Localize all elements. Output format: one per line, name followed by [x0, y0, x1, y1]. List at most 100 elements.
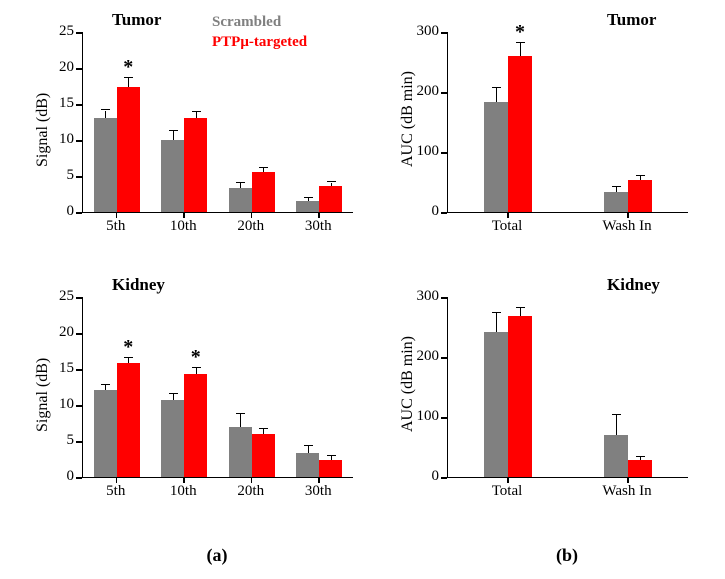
plot-area: [447, 297, 688, 478]
y-tick: [441, 152, 447, 154]
error-cap: [259, 167, 268, 168]
error-bar: [640, 176, 641, 180]
significance-star: *: [120, 336, 136, 359]
error-bar: [263, 429, 264, 434]
bar: [94, 118, 117, 212]
error-cap: [304, 445, 313, 446]
error-bar: [240, 414, 241, 426]
y-tick: [441, 212, 447, 214]
legend-targeted: PTPμ-targeted: [212, 34, 307, 51]
y-tick: [76, 32, 82, 34]
error-bar: [196, 112, 197, 118]
panel-title: Tumor: [607, 10, 656, 30]
y-tick: [76, 140, 82, 142]
error-bar: [616, 187, 617, 192]
x-tick-label: 20th: [216, 218, 286, 235]
x-tick-label: Wash In: [592, 218, 662, 235]
error-cap: [101, 109, 110, 110]
y-tick: [76, 68, 82, 70]
bar: [628, 180, 652, 212]
panel-title: Tumor: [112, 10, 161, 30]
error-cap: [304, 197, 313, 198]
bar: [161, 400, 184, 477]
error-cap: [101, 384, 110, 385]
x-tick-label: Total: [472, 483, 542, 500]
bar: [117, 363, 140, 477]
bar: [252, 172, 275, 212]
error-bar: [105, 385, 106, 390]
x-tick-label: 30th: [283, 483, 353, 500]
y-tick-label: 20: [34, 59, 74, 76]
plot-area: **: [82, 297, 353, 478]
y-tick: [441, 477, 447, 479]
bar: [296, 453, 319, 477]
y-tick: [441, 297, 447, 299]
significance-star: *: [512, 21, 528, 44]
legend-scrambled: Scrambled: [212, 14, 281, 31]
error-bar: [128, 78, 129, 87]
y-tick: [76, 104, 82, 106]
y-tick-label: 0: [399, 203, 439, 220]
y-axis-label: AUC (dB min): [399, 71, 417, 167]
bar: [161, 140, 184, 212]
bar: [484, 102, 508, 212]
y-tick: [76, 176, 82, 178]
error-cap: [492, 312, 501, 313]
bar: [229, 188, 252, 212]
error-cap: [169, 393, 178, 394]
panel-a_bottom: Kidney**0510152025Signal (dB)5th10th20th…: [20, 275, 370, 525]
y-tick-label: 0: [399, 468, 439, 485]
y-tick: [76, 405, 82, 407]
y-tick: [76, 333, 82, 335]
y-tick: [441, 357, 447, 359]
error-cap: [492, 87, 501, 88]
bar: [229, 427, 252, 477]
panel-a_top: Tumor*0510152025Signal (dB)5th10th20th30…: [20, 10, 370, 260]
y-tick: [76, 441, 82, 443]
error-cap: [636, 175, 645, 176]
bar: [184, 118, 207, 212]
significance-star: *: [120, 56, 136, 79]
y-tick: [76, 212, 82, 214]
y-tick-label: 300: [399, 288, 439, 305]
y-axis-label: Signal (dB): [34, 358, 52, 432]
bar: [508, 56, 532, 212]
y-tick: [441, 32, 447, 34]
error-cap: [259, 428, 268, 429]
error-bar: [640, 457, 641, 461]
x-tick-label: Total: [472, 218, 542, 235]
error-bar: [520, 43, 521, 56]
y-tick-label: 5: [34, 167, 74, 184]
x-tick: [251, 212, 253, 218]
x-tick: [627, 477, 629, 483]
error-cap: [516, 307, 525, 308]
y-tick-label: 5: [34, 432, 74, 449]
subplot-label-a: (a): [202, 545, 232, 566]
x-tick-label: 5th: [81, 483, 151, 500]
significance-star: *: [188, 346, 204, 369]
error-cap: [327, 181, 336, 182]
bar: [94, 390, 117, 477]
error-bar: [331, 183, 332, 187]
x-tick: [251, 477, 253, 483]
y-axis-label: AUC (dB min): [399, 336, 417, 432]
error-bar: [308, 446, 309, 452]
bar: [252, 434, 275, 477]
bar: [484, 332, 508, 477]
error-bar: [520, 308, 521, 316]
error-cap: [327, 455, 336, 456]
error-bar: [331, 456, 332, 460]
panel-title: Kidney: [112, 275, 165, 295]
x-tick-label: 30th: [283, 218, 353, 235]
error-cap: [169, 130, 178, 131]
error-bar: [105, 111, 106, 119]
x-tick: [318, 212, 320, 218]
y-tick: [441, 92, 447, 94]
y-tick-label: 25: [34, 288, 74, 305]
x-tick: [183, 477, 185, 483]
x-tick: [318, 477, 320, 483]
plot-area: *: [82, 32, 353, 213]
error-bar: [308, 198, 309, 201]
x-tick-label: 10th: [148, 483, 218, 500]
panel-b_top: Tumor*0100200300AUC (dB min)TotalWash In: [385, 10, 705, 260]
